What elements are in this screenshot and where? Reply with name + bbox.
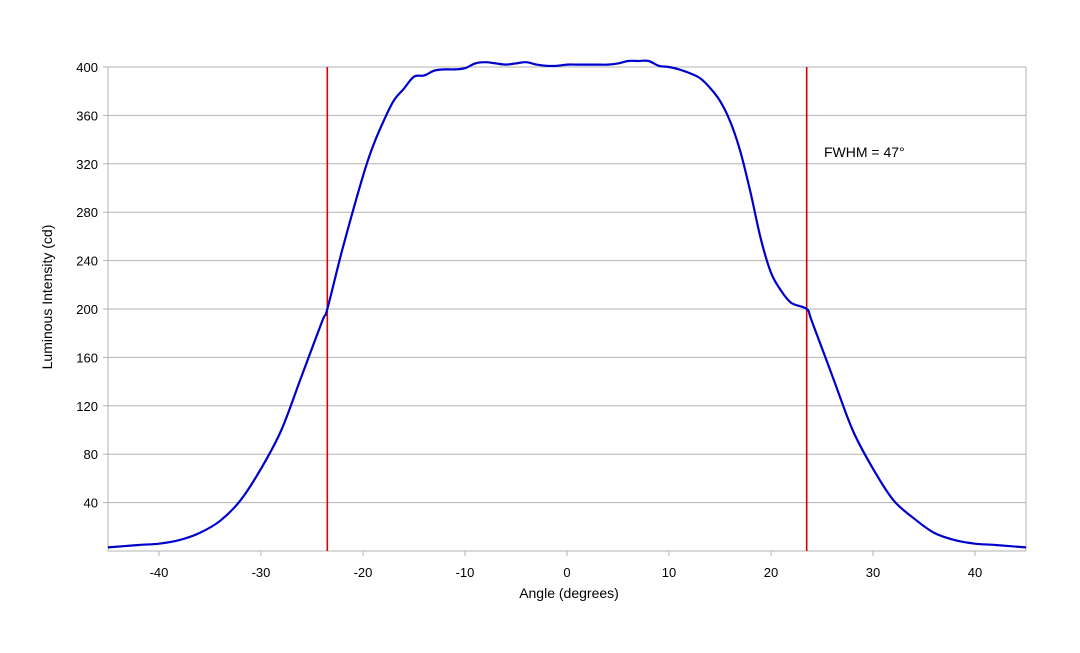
x-tick-label: 10 — [662, 565, 676, 580]
x-tick-label: 0 — [563, 565, 570, 580]
x-tick-label: 40 — [968, 565, 982, 580]
y-tick-label: 240 — [76, 254, 98, 269]
y-tick-label: 400 — [76, 60, 98, 75]
y-tick-label: 160 — [76, 350, 98, 365]
series-layer — [107, 59, 1027, 549]
y-tick-label: 120 — [76, 399, 98, 414]
y-tick-label: 200 — [76, 302, 98, 317]
axes — [103, 66, 1027, 556]
x-tick-label: -40 — [150, 565, 169, 580]
x-tick-label: 20 — [764, 565, 778, 580]
x-tick-label: -10 — [456, 565, 475, 580]
y-tick-label: 280 — [76, 205, 98, 220]
y-tick-label: 320 — [76, 157, 98, 172]
intensity-curve — [107, 59, 1027, 549]
y-tick-label: 360 — [76, 108, 98, 123]
x-tick-label: -20 — [354, 565, 373, 580]
x-tick-label: 30 — [866, 565, 880, 580]
y-axis-label: Luminous Intensity (cd) — [39, 225, 55, 370]
y-tick-label: 40 — [84, 496, 98, 511]
x-tick-label: -30 — [252, 565, 271, 580]
x-axis-label: Angle (degrees) — [519, 585, 619, 601]
fwhm-annotation: FWHM = 47° — [824, 144, 905, 160]
grid-lines — [108, 66, 1026, 504]
y-tick-label: 80 — [84, 447, 98, 462]
